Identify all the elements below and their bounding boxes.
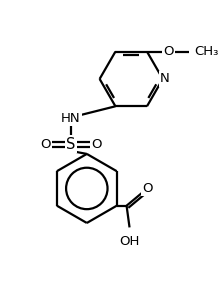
Text: N: N (160, 73, 170, 86)
Text: O: O (164, 45, 174, 58)
Text: S: S (66, 136, 76, 152)
Text: O: O (91, 138, 102, 151)
Text: O: O (40, 138, 51, 151)
Text: HN: HN (61, 112, 81, 125)
Text: OH: OH (119, 235, 140, 248)
Text: CH₃: CH₃ (194, 45, 219, 58)
Text: O: O (142, 182, 153, 195)
